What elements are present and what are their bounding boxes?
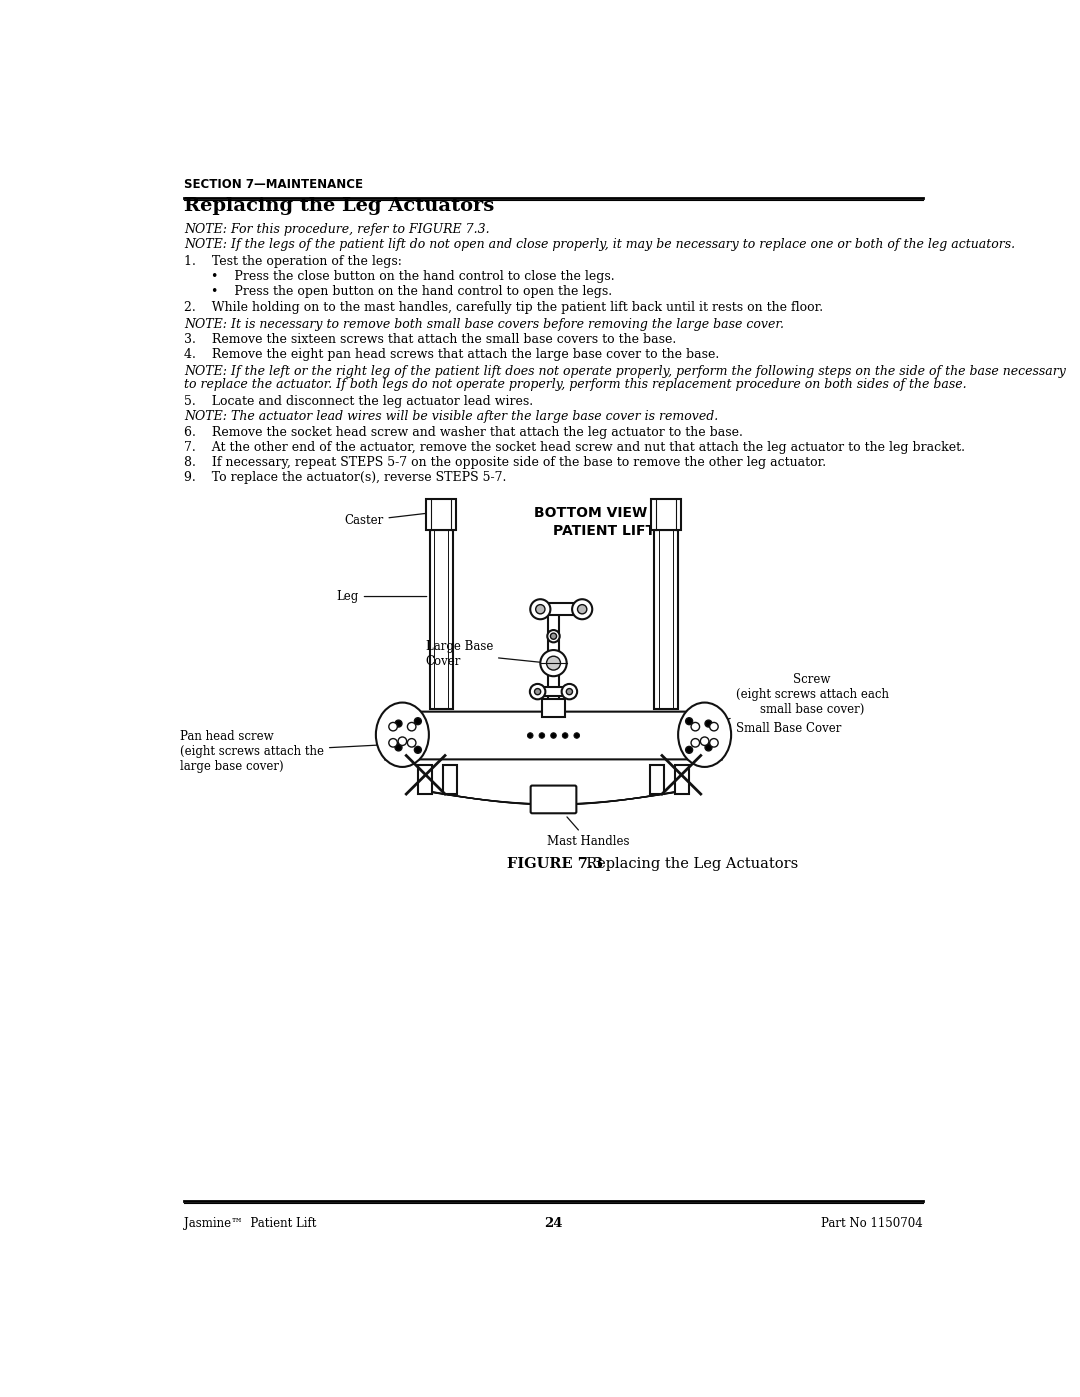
FancyBboxPatch shape: [530, 785, 577, 813]
Bar: [430, 529, 453, 710]
Bar: [535, 604, 589, 615]
Text: 7.    At the other end of the actuator, remove the socket head screw and nut tha: 7. At the other end of the actuator, rem…: [184, 440, 964, 454]
Text: Replacing the Leg Actuators: Replacing the Leg Actuators: [577, 858, 798, 872]
Text: Caster: Caster: [345, 513, 427, 527]
Bar: [651, 499, 680, 529]
Circle shape: [407, 722, 416, 731]
Circle shape: [530, 599, 551, 619]
Text: 8.    If necessary, repeat STEPS 5-7 on the opposite side of the base to remove : 8. If necessary, repeat STEPS 5-7 on the…: [184, 455, 826, 468]
Circle shape: [710, 722, 718, 731]
Circle shape: [551, 633, 556, 640]
Text: 5.    Locate and disconnect the leg actuator lead wires.: 5. Locate and disconnect the leg actuato…: [184, 395, 532, 408]
Text: NOTE: It is necessary to remove both small base covers before removing the large: NOTE: It is necessary to remove both sma…: [184, 317, 784, 331]
Circle shape: [563, 733, 568, 738]
Circle shape: [551, 733, 556, 738]
Text: 3.    Remove the sixteen screws that attach the small base covers to the base.: 3. Remove the sixteen screws that attach…: [184, 334, 676, 346]
Text: NOTE: The actuator lead wires will be visible after the large base cover is remo: NOTE: The actuator lead wires will be vi…: [184, 411, 718, 423]
Circle shape: [710, 739, 718, 747]
Bar: [542, 700, 565, 717]
Text: FIGURE 7.3: FIGURE 7.3: [507, 858, 603, 872]
Text: 6.    Remove the socket head screw and washer that attach the leg actuator to th: 6. Remove the socket head screw and wash…: [184, 426, 743, 439]
Circle shape: [415, 718, 421, 725]
Bar: [650, 764, 664, 793]
Circle shape: [536, 605, 545, 613]
Text: SECTION 7—MAINTENANCE: SECTION 7—MAINTENANCE: [184, 177, 363, 191]
Circle shape: [539, 733, 544, 738]
Text: Part No 1150704: Part No 1150704: [822, 1217, 923, 1231]
Bar: [418, 764, 432, 793]
Text: 9.    To replace the actuator(s), reverse STEPS 5-7.: 9. To replace the actuator(s), reverse S…: [184, 471, 507, 483]
Circle shape: [562, 685, 577, 700]
Bar: [427, 499, 456, 529]
Text: Small Base Cover: Small Base Cover: [715, 722, 841, 735]
Circle shape: [691, 739, 700, 747]
Bar: [443, 764, 457, 793]
Text: Large Base
Cover: Large Base Cover: [426, 640, 546, 668]
Text: Pan head screw
(eight screws attach the
large base cover): Pan head screw (eight screws attach the …: [180, 731, 396, 773]
Text: NOTE: If the left or the right leg of the patient lift does not operate properly: NOTE: If the left or the right leg of th…: [184, 365, 1066, 377]
Circle shape: [691, 722, 700, 731]
Circle shape: [415, 746, 421, 753]
Circle shape: [395, 745, 402, 752]
Circle shape: [700, 738, 708, 746]
Text: Leg: Leg: [337, 590, 427, 604]
Circle shape: [705, 719, 712, 726]
Ellipse shape: [678, 703, 731, 767]
Circle shape: [573, 733, 580, 738]
Text: NOTE: For this procedure, refer to FIGURE 7.3.: NOTE: For this procedure, refer to FIGUR…: [184, 224, 489, 236]
Ellipse shape: [690, 708, 723, 763]
Circle shape: [705, 745, 712, 752]
Circle shape: [395, 719, 402, 726]
Circle shape: [546, 657, 561, 671]
Circle shape: [389, 739, 397, 747]
Text: 24: 24: [544, 1217, 563, 1231]
Circle shape: [540, 650, 567, 676]
Circle shape: [530, 685, 545, 700]
Text: Replacing the Leg Actuators: Replacing the Leg Actuators: [184, 197, 494, 215]
Text: Mast Handles: Mast Handles: [548, 817, 630, 848]
Text: •    Press the close button on the hand control to close the legs.: • Press the close button on the hand con…: [211, 271, 615, 284]
Circle shape: [399, 738, 407, 746]
Bar: [549, 609, 558, 707]
Text: 1.    Test the operation of the legs:: 1. Test the operation of the legs:: [184, 256, 402, 268]
Circle shape: [548, 630, 559, 643]
Circle shape: [686, 746, 692, 753]
Circle shape: [389, 722, 397, 731]
Text: Jasmine™  Patient Lift: Jasmine™ Patient Lift: [184, 1217, 316, 1231]
Bar: [675, 764, 689, 793]
Text: 4.    Remove the eight pan head screws that attach the large base cover to the b: 4. Remove the eight pan head screws that…: [184, 348, 719, 362]
Circle shape: [535, 689, 541, 694]
Ellipse shape: [384, 708, 417, 763]
Circle shape: [527, 733, 534, 738]
Circle shape: [578, 605, 586, 613]
Polygon shape: [386, 711, 721, 760]
Bar: [532, 687, 575, 696]
Text: Screw
(eight screws attach each
small base cover): Screw (eight screws attach each small ba…: [725, 673, 889, 719]
Ellipse shape: [376, 703, 429, 767]
Text: •    Press the open button on the hand control to open the legs.: • Press the open button on the hand cont…: [211, 285, 612, 298]
Bar: [654, 529, 677, 710]
Circle shape: [686, 718, 692, 725]
Circle shape: [407, 739, 416, 747]
Circle shape: [572, 599, 592, 619]
Text: to replace the actuator. If both legs do not operate properly, perform this repl: to replace the actuator. If both legs do…: [184, 379, 967, 391]
Text: 2.    While holding on to the mast handles, carefully tip the patient lift back : 2. While holding on to the mast handles,…: [184, 302, 823, 314]
Text: NOTE: If the legs of the patient lift do not open and close properly, it may be : NOTE: If the legs of the patient lift do…: [184, 237, 1015, 251]
Circle shape: [566, 689, 572, 694]
Text: BOTTOM VIEW OF
PATIENT LIFT: BOTTOM VIEW OF PATIENT LIFT: [535, 506, 674, 538]
